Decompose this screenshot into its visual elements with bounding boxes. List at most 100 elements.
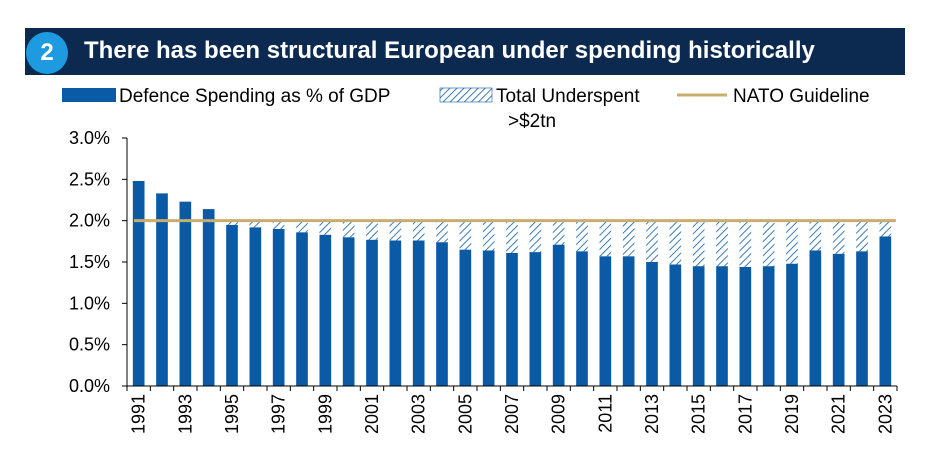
y-tick-label: 0.0% [69,376,110,396]
bar-total-underspent [879,220,892,237]
bar-total-underspent [389,220,402,241]
legend-swatch-total-underspent [439,87,493,103]
title-banner [25,28,905,75]
y-tick-label: 1.5% [69,252,110,272]
y-tick-label: 2.5% [69,169,110,189]
legend-label-nato-guideline: NATO Guideline [733,86,870,107]
x-tick-label: 2023 [875,394,895,434]
bar-defence-spending [739,266,752,386]
bar-total-underspent [249,220,262,228]
bar-defence-spending [786,263,798,386]
bar-defence-spending [459,249,472,386]
x-tick-label: 2009 [549,394,569,434]
x-tick-label: 1995 [222,394,242,434]
bar-total-underspent [762,220,775,267]
x-tick-label: 2015 [689,394,709,434]
x-tick-label: 2019 [782,394,802,434]
legend-label-defence-spending: Defence Spending as % of GDP [119,86,390,107]
bar-total-underspent [459,220,472,250]
bar-defence-spending [389,240,402,386]
bar-defence-spending [552,244,565,386]
bar-defence-spending [856,251,868,386]
section-number-badge: 2 [26,32,68,74]
bar-total-underspent [319,220,332,235]
bar-defence-spending [296,232,308,386]
bar-defence-spending [226,224,238,386]
bar-total-underspent [412,220,425,241]
y-tick-label: 3.0% [69,128,110,148]
bar-total-underspent [482,220,495,251]
bar-total-underspent [809,220,822,251]
bar-defence-spending [879,236,892,386]
bar-total-underspent [856,220,868,252]
bars [132,180,892,386]
bar-defence-spending [809,250,822,386]
y-tick-label: 1.0% [69,293,110,313]
bar-defence-spending [622,256,635,386]
bar-defence-spending [692,266,705,386]
bar-total-underspent [716,220,728,267]
x-tick-label: 1997 [269,394,289,434]
x-tick-label: 2017 [735,394,755,434]
legend-swatch-defence-spending [62,88,116,102]
x-tick-label: 2013 [642,394,662,434]
bar-defence-spending [646,262,658,386]
bar-defence-spending [202,209,215,386]
legend: Defence Spending as % of GDP Total Under… [62,86,870,107]
bar-total-underspent [622,220,635,257]
bar-defence-spending [832,253,845,386]
bar-total-underspent [646,220,658,262]
bar-total-underspent [669,220,682,265]
bar-defence-spending [249,227,262,386]
bar-defence-spending [319,234,332,386]
x-tick-label: 2001 [362,394,382,434]
x-tick-label: 2003 [409,394,429,434]
bar-defence-spending [716,266,728,386]
bar-total-underspent [552,220,565,245]
bar-defence-spending [482,250,495,386]
bar-defence-spending [272,228,285,386]
bar-total-underspent [272,220,285,229]
bar-defence-spending [529,252,542,386]
bar-total-underspent [739,220,752,267]
x-tick-label: 2011 [595,394,615,433]
bar-defence-spending [342,237,355,386]
bar-total-underspent [506,220,518,253]
chart-title: There has been structural European under… [84,37,815,64]
bar-defence-spending [576,251,588,386]
bar-defence-spending [156,193,168,386]
y-axis: 0.0% 0.5% 1.0% 1.5% 2.0% 2.5% 3.0% [69,128,128,396]
bar-total-underspent [529,220,542,253]
bar-total-underspent [342,220,355,238]
bar-defence-spending [506,252,518,386]
bar-defence-spending [366,239,378,386]
bar-total-underspent [832,220,845,254]
bar-defence-spending [669,264,682,386]
bar-defence-spending [762,266,775,386]
y-tick-label: 2.0% [69,211,110,231]
bar-total-underspent [599,220,612,257]
x-tick-label: 1999 [315,394,335,434]
bar-total-underspent [786,220,798,264]
bar-total-underspent [226,220,238,225]
x-tick-label: 1991 [129,394,149,434]
x-tick-label: 1993 [175,394,195,434]
bar-defence-spending [132,180,145,386]
bar-total-underspent [576,220,588,252]
bar-defence-spending [436,242,448,386]
bar-defence-spending [412,240,425,386]
x-tick-label: 2007 [502,394,522,434]
bar-defence-spending [179,201,192,386]
x-tick-label: 2021 [829,394,849,434]
bar-total-underspent [296,220,308,233]
x-axis: 1991 1993 1995 1997 1999 2001 2003 2005 2007 2009… [126,385,898,434]
x-tick-label: 2005 [455,394,475,434]
bar-total-underspent [436,220,448,243]
y-tick-label: 0.5% [69,335,110,355]
bar-total-underspent [366,220,378,240]
legend-label-total-underspent: Total Underspent [496,86,640,107]
bar-defence-spending [599,256,612,386]
bar-total-underspent [692,220,705,267]
underspent-annotation: >$2tn [508,111,556,132]
